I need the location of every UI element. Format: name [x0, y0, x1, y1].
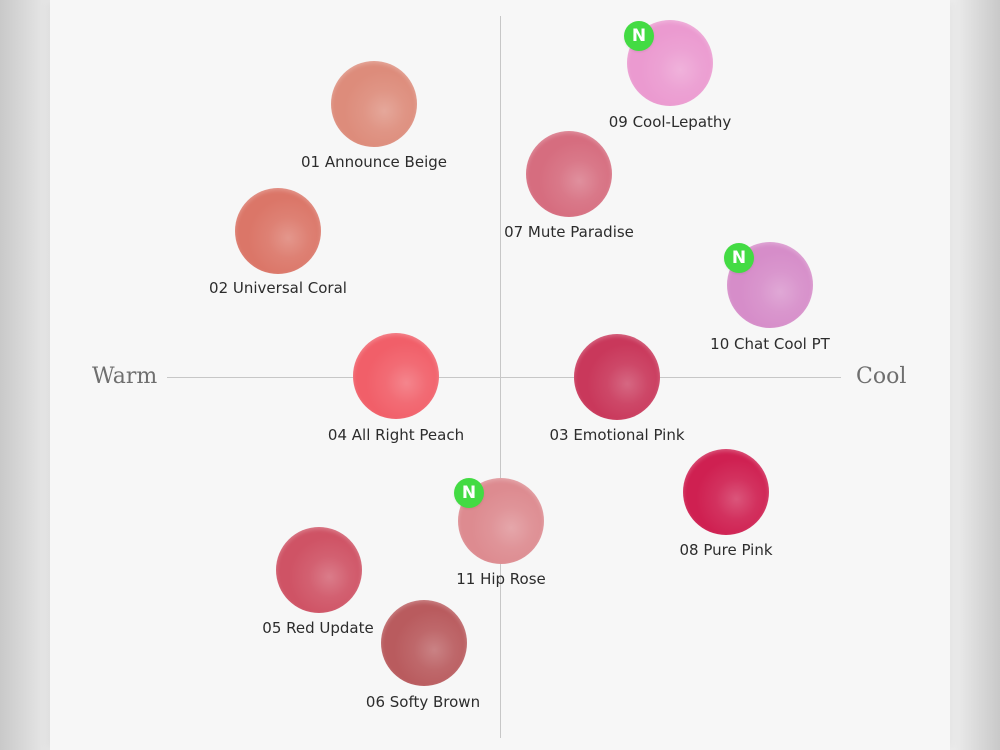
- label-06-softy-brown: 06 Softy Brown: [365, 693, 481, 711]
- cool-axis-label: Cool: [856, 364, 907, 389]
- swatch-04-all-right-peach: [353, 333, 439, 419]
- swatch-06-softy-brown: [381, 600, 467, 686]
- label-09-cool-lepathy: 09 Cool-Lepathy: [608, 113, 732, 131]
- horizontal-axis: [167, 377, 841, 378]
- new-badge-10: N: [724, 243, 754, 273]
- label-11-hip-rose: 11 Hip Rose: [456, 570, 546, 588]
- swatch-02-universal-coral: [235, 188, 321, 274]
- warm-axis-label: Warm: [92, 364, 158, 389]
- label-10-chat-cool-pt: 10 Chat Cool PT: [710, 335, 830, 353]
- warm-cool-map-panel: Warm Cool 01 Announce Beige 02 Universal…: [50, 0, 950, 750]
- label-05-red-update: 05 Red Update: [262, 619, 374, 637]
- label-07-mute-paradise: 07 Mute Paradise: [504, 223, 634, 241]
- label-02-universal-coral: 02 Universal Coral: [209, 279, 347, 297]
- new-badge-09: N: [624, 21, 654, 51]
- label-08-pure-pink: 08 Pure Pink: [679, 541, 773, 559]
- swatch-08-pure-pink: [683, 449, 769, 535]
- label-04-all-right-peach: 04 All Right Peach: [327, 426, 465, 444]
- new-badge-11: N: [454, 478, 484, 508]
- swatch-05-red-update: [276, 527, 362, 613]
- swatch-03-emotional-pink: [574, 334, 660, 420]
- swatch-07-mute-paradise: [526, 131, 612, 217]
- swatch-01-announce-beige: [331, 61, 417, 147]
- label-03-emotional-pink: 03 Emotional Pink: [549, 426, 685, 444]
- label-01-announce-beige: 01 Announce Beige: [300, 153, 448, 171]
- swatch-11-hip-rose: [458, 478, 544, 564]
